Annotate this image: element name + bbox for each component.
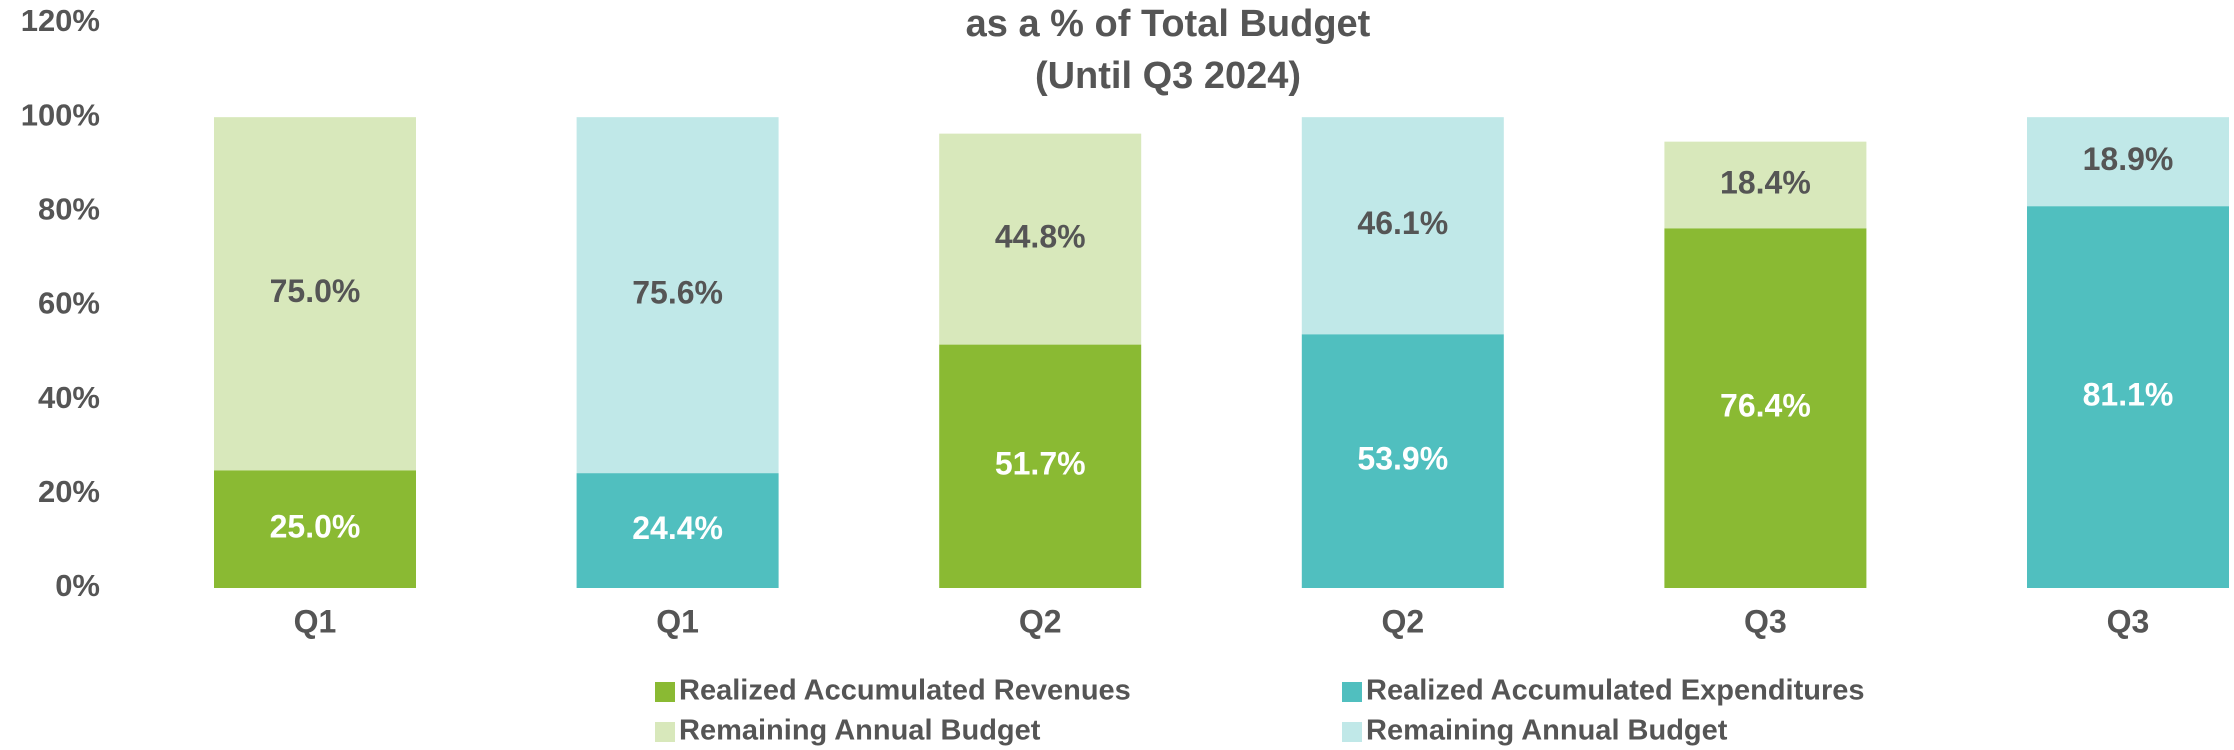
y-tick-label: 0%: [55, 568, 100, 603]
data-label: 51.7%: [995, 446, 1086, 482]
legend-label: Realized Accumulated Revenues: [679, 675, 1131, 707]
x-tick-label: Q3: [2107, 603, 2150, 639]
legend-label: Remaining Annual Budget: [1366, 715, 1728, 747]
bar-segment: [576, 117, 779, 474]
bar-segment: [1664, 228, 1867, 589]
y-tick-label: 100%: [21, 97, 100, 132]
bar-segment: [939, 133, 1142, 345]
data-label: 75.0%: [270, 273, 361, 309]
data-label: 18.4%: [1720, 164, 1811, 200]
x-tick-label: Q2: [1019, 603, 1062, 639]
data-label: 18.9%: [2083, 141, 2174, 177]
data-label: 81.1%: [2083, 377, 2174, 413]
legend-swatch: [1342, 682, 1362, 702]
bar-segment: [939, 344, 1142, 588]
bar-segment: [2027, 117, 2229, 207]
x-tick-label: Q1: [294, 603, 337, 639]
legend-swatch: [655, 722, 675, 742]
y-tick-label: 80%: [38, 192, 100, 227]
bar-segment: [1301, 117, 1504, 335]
bar-segment: [576, 473, 779, 588]
y-tick-label: 40%: [38, 380, 100, 415]
legend-swatch: [655, 682, 675, 702]
bar-segment: [214, 470, 416, 588]
bar-segment: [1664, 141, 1867, 229]
x-tick-label: Q2: [1381, 603, 1424, 639]
data-label: 75.6%: [632, 275, 723, 311]
bar-segment: [1301, 334, 1504, 588]
data-label: 24.4%: [632, 510, 723, 546]
y-tick-label: 120%: [21, 3, 100, 38]
data-label: 44.8%: [995, 219, 1086, 255]
legend-swatch: [1342, 722, 1362, 742]
bar-segment: [2027, 206, 2229, 588]
data-label: 25.0%: [270, 509, 361, 545]
chart-title: as a % of Total Budget: [966, 3, 1371, 45]
chart-subtitle: (Until Q3 2024): [1035, 55, 1301, 97]
y-tick-label: 60%: [38, 286, 100, 321]
x-tick-label: Q1: [656, 603, 699, 639]
legend-label: Realized Accumulated Expenditures: [1366, 675, 1865, 707]
data-label: 76.4%: [1720, 388, 1811, 424]
y-tick-label: 20%: [38, 474, 100, 509]
legend-label: Remaining Annual Budget: [679, 715, 1041, 747]
data-label: 53.9%: [1357, 441, 1448, 477]
x-tick-label: Q3: [1744, 603, 1787, 639]
bar-segment: [214, 117, 416, 471]
data-label: 46.1%: [1357, 205, 1448, 241]
